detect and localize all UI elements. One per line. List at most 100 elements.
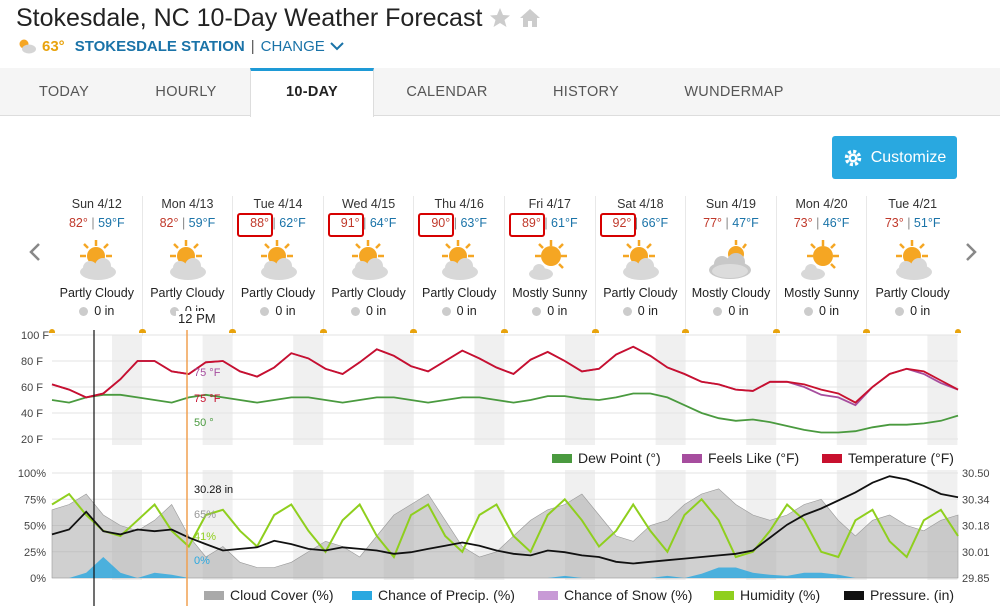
temperature-swatch [822,453,842,463]
sunrise-icon [411,329,418,333]
precip-amount: 0 in [910,304,931,318]
day-condition: Partly Cloudy [875,286,950,300]
partly-cloudy-icon [895,240,932,280]
legend-cloud-cover[interactable]: Cloud Cover (%) [204,587,333,603]
chevron-right-icon[interactable] [964,242,978,262]
legend-label: Humidity (%) [740,587,821,603]
y2-tick-label: 29.85 [962,573,990,585]
tab-wundermap[interactable]: WUNDERMAP [684,84,784,100]
day-column[interactable]: Sat 4/18 92° | 66°F Partly Cloudy 0 in [592,196,689,336]
legend-label: Temperature (°F) [848,450,954,466]
day-column[interactable]: Wed 4/15 91° | 64°F Partly Cloudy 0 in [320,196,417,336]
partly-cloudy-icon [260,240,297,280]
day-precip: 0 in [505,304,595,318]
day-condition: Partly Cloudy [150,286,225,300]
partly-cloudy-icon [351,240,388,280]
day-column[interactable]: Mon 4/20 73° | 46°F Mostly Sunny 0 in [773,196,870,336]
legend-pressure[interactable]: Pressure. (in) [844,587,954,603]
day-column[interactable]: Fri 4/17 89° | 61°F Mostly Sunny 0 in [501,196,598,336]
day-date: Tue 4/21 [888,197,938,211]
legend-humidity[interactable]: Humidity (%) [714,587,820,603]
day-column[interactable]: Sun 4/19 77° | 47°F Mostly Cloudy 0 in [683,196,779,336]
change-station-button[interactable]: CHANGE [261,38,345,55]
sunrise-icon [49,329,55,333]
precip-amount: 0 in [275,304,296,318]
high-temp: 73° [884,216,904,230]
pressure-line [51,475,959,565]
low-temp: 51°F [913,216,941,230]
precip-amount: 0 in [94,304,115,318]
precip-area [52,557,958,578]
chevron-down-icon [330,42,344,51]
tab-hourly[interactable]: HOURLY [155,84,217,100]
y2-tick-label: 30.50 [962,468,990,480]
legend-precip[interactable]: Chance of Precip. (%) [352,587,515,603]
tab-history[interactable]: HISTORY [552,84,620,100]
tab-today[interactable]: TODAY [38,84,90,100]
day-date: Thu 4/16 [434,197,484,211]
day-date: Mon 4/20 [795,197,848,211]
star-icon[interactable] [488,6,512,30]
tab-bar: TODAY HOURLY 10-DAY CALENDAR HISTORY WUN… [0,68,1000,117]
day-column[interactable]: Tue 4/14 88° | 62°F Partly Cloudy 0 in [230,196,326,336]
partly-cloudy-icon [442,240,479,280]
separator: | [250,37,255,55]
high-temp: 82° [68,216,88,230]
tab-10-day[interactable]: 10-DAY [250,68,374,117]
raindrop-icon [441,306,451,316]
precip-amount: 0 in [366,304,387,318]
legend-label: Pressure. (in) [870,587,955,603]
high-temp: 89° [521,216,541,230]
gear-icon [844,149,861,166]
forecast-charts[interactable]: 100 F 80 F 60 F 40 F 20 F 75 °F 75 °F 50 ° 100% 7… [0,330,1000,606]
sunrise-icon [320,329,327,333]
low-temp: 46°F [822,216,850,230]
tab-calendar[interactable]: CALENDAR [406,84,488,100]
legend-feels-like[interactable]: Feels Like (°F) [682,450,799,466]
low-temp: 63°F [460,216,487,230]
y-tick-label: 60 F [21,382,43,394]
night-band [655,335,686,445]
partly-cloudy-icon [623,240,660,280]
y2-tick-label: 30.34 [962,494,990,506]
precip-swatch [352,590,372,600]
hover-value: 0% [194,555,210,567]
day-date: Fri 4/17 [528,197,571,211]
hover-value: 41% [194,531,216,543]
hover-value: 50 ° [194,417,214,429]
dew-point-swatch [552,453,572,463]
day-column[interactable]: Thu 4/16 90° | 63°F Partly Cloudy 0 in [411,196,507,336]
day-column[interactable]: Tue 4/21 73° | 51°F Partly Cloudy 0 in [864,196,961,336]
feels-like-swatch [682,453,702,463]
day-date: Sat 4/18 [617,197,664,211]
low-temp: 62°F [279,216,306,230]
legend-snow[interactable]: Chance of Snow (%) [538,587,692,603]
home-icon[interactable] [518,6,542,30]
high-temp-highlight [508,213,545,237]
day-temps: 82° | 59°F [68,216,125,230]
low-temp: 61°F [551,216,578,230]
raindrop-icon [169,306,179,316]
cloud-cover-swatch [204,590,224,600]
high-temp: 73° [793,216,813,230]
high-temp: 90° [431,216,451,230]
chevron-left-icon[interactable] [28,242,42,262]
raindrop-icon [895,306,905,316]
low-temp: 59°F [98,216,125,230]
legend-temperature[interactable]: Temperature (°F) [822,450,954,466]
legend-dew-point[interactable]: Dew Point (°) [552,450,661,466]
station-name[interactable]: STOKESDALE STATION [74,37,245,55]
precip-amount: 0 in [818,304,840,318]
y-tick-label: 0% [30,573,46,585]
high-temp: 92° [612,216,632,230]
high-temp-highlight [418,213,455,237]
day-temps: 90° | 63°F [431,216,487,230]
day-column[interactable]: Sun 4/12 82° | 59°F Partly Cloudy 0 in [49,196,145,336]
raindrop-icon [79,306,89,316]
sunrise-icon [592,329,599,333]
day-condition: Mostly Sunny [512,286,588,300]
customize-button[interactable]: Customize [832,136,957,179]
y2-tick-label: 30.18 [962,521,990,533]
day-date: Sun 4/12 [71,197,122,211]
day-temps: 91° | 64°F [340,216,397,230]
